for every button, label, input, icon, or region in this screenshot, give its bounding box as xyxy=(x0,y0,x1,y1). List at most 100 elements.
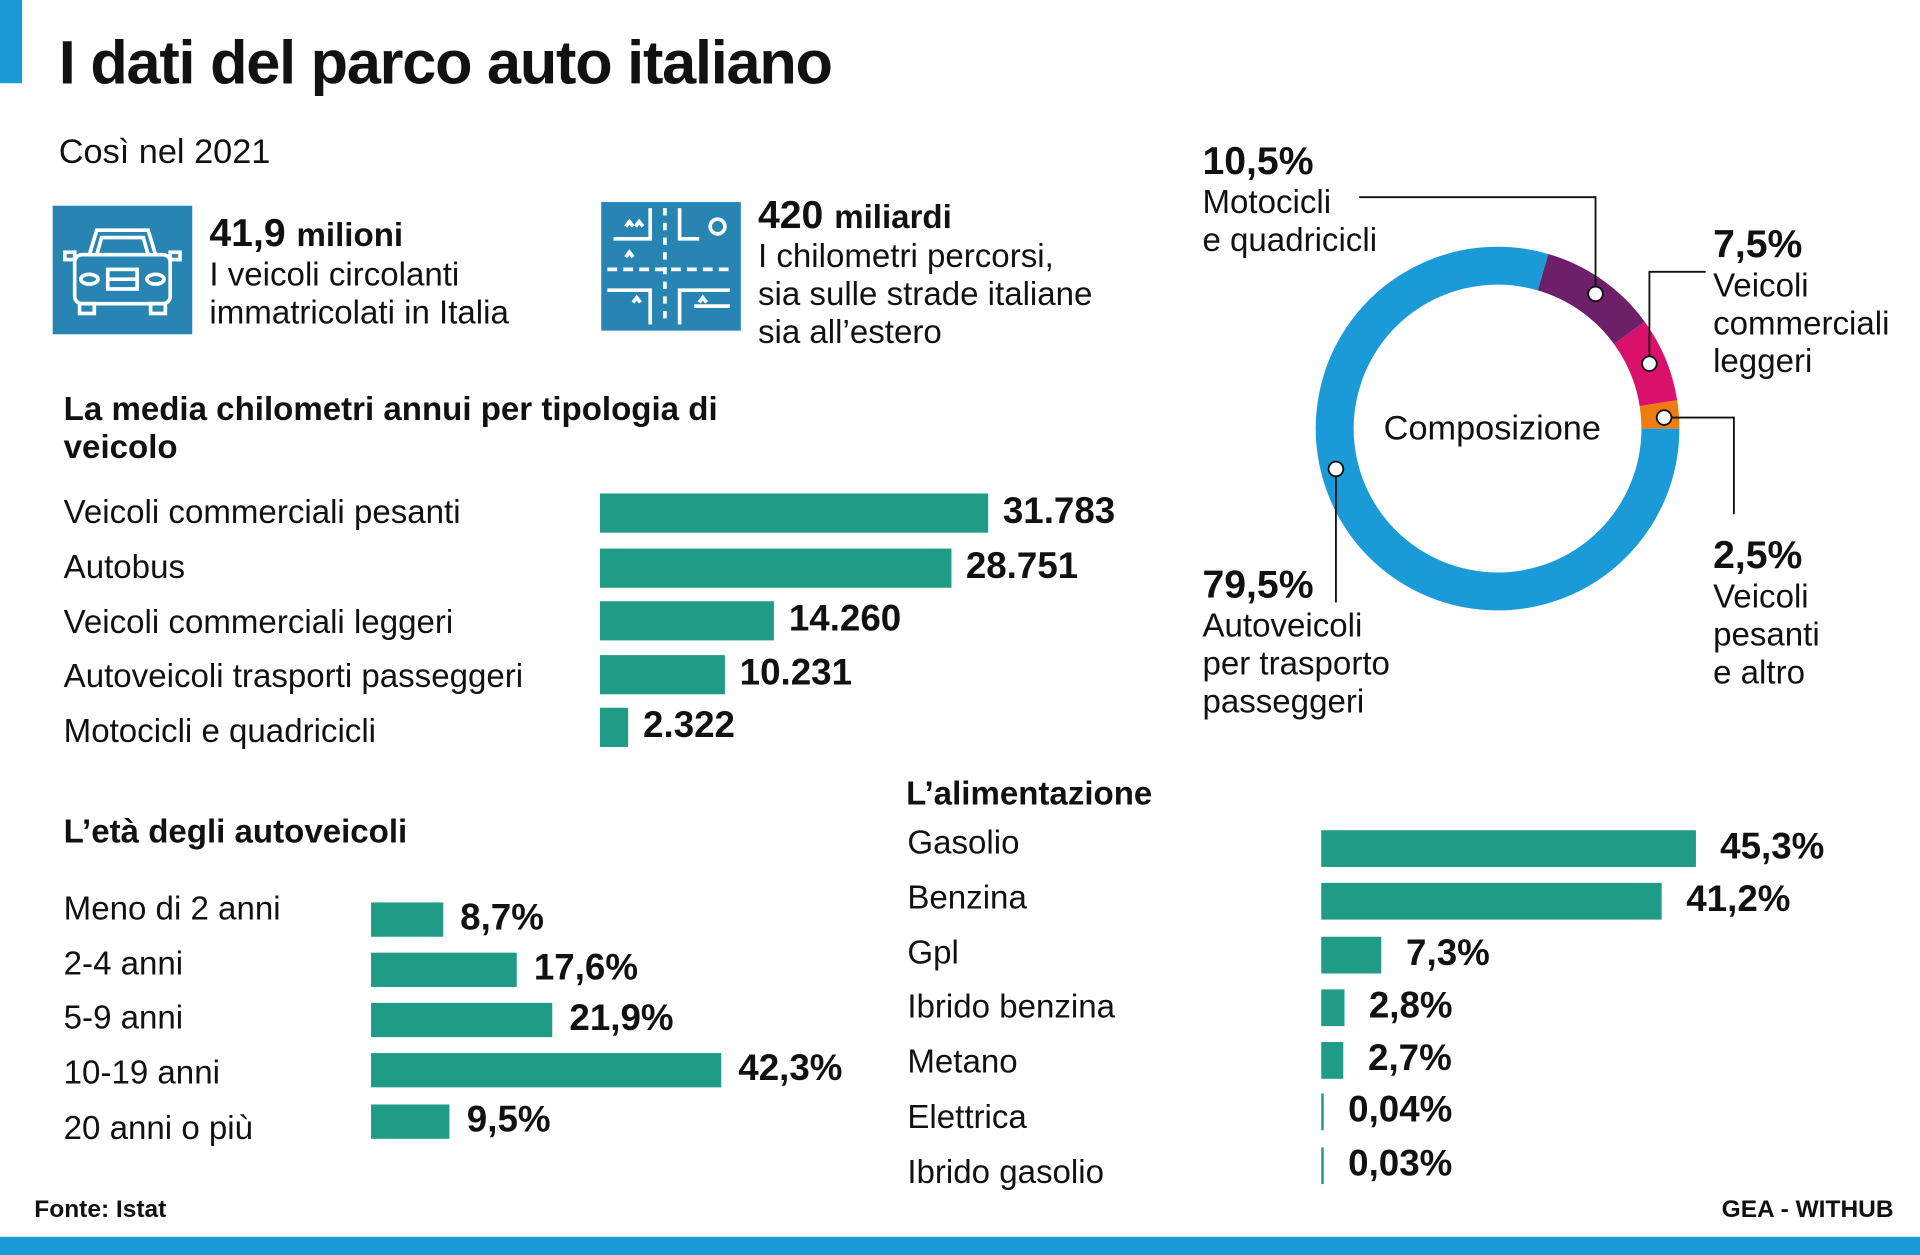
bar-label: Ibrido gasolio xyxy=(907,1153,1105,1191)
bar-value: 7,3% xyxy=(1406,933,1490,974)
bar-label: 10-19 anni xyxy=(63,1054,220,1092)
bar xyxy=(600,655,725,695)
slice-desc: leggeri xyxy=(1713,342,1813,380)
slice-desc: e altro xyxy=(1713,653,1805,691)
bar-label: Autobus xyxy=(63,548,185,586)
bar xyxy=(371,902,444,937)
road-map-icon xyxy=(601,202,741,331)
stat-km: 420 miliardi I chilometri percorsi, sia … xyxy=(758,192,1092,351)
bar xyxy=(1321,1042,1344,1079)
stat-desc: immatricolati in Italia xyxy=(209,293,509,331)
bar xyxy=(371,1104,450,1139)
km-chart-title: La media chilometri annui per tipologia … xyxy=(63,390,718,466)
donut-label-vcl: 7,5% Veicoli commerciali leggeri xyxy=(1713,222,1889,381)
bar xyxy=(600,548,952,588)
accent-bar xyxy=(0,0,23,84)
source: Fonte: Istat xyxy=(34,1196,167,1224)
stat-desc: sia all’estero xyxy=(757,313,942,351)
bar-label: Veicoli commerciali pesanti xyxy=(63,493,461,531)
donut-slice xyxy=(1315,246,1680,611)
bar-label: 20 anni o più xyxy=(63,1109,254,1147)
bar-value: 28.751 xyxy=(965,546,1079,587)
leader-dot xyxy=(1587,285,1604,303)
slice-desc: per trasporto xyxy=(1202,645,1390,683)
slice-desc: commerciali xyxy=(1713,304,1890,342)
footer-bar xyxy=(0,1236,1920,1255)
slice-desc: pesanti xyxy=(1713,615,1820,653)
page-title: I dati del parco auto italiano xyxy=(58,28,833,97)
bar-value: 2.322 xyxy=(643,705,735,746)
bar-value: 45,3% xyxy=(1720,826,1825,867)
donut-label-cars: 79,5% Autoveicoli per trasporto passegge… xyxy=(1202,562,1389,721)
slice-value: 2,5% xyxy=(1713,532,1803,577)
stat-value: 420 xyxy=(757,192,824,237)
donut-label-heavy: 2,5% Veicoli pesanti e altro xyxy=(1713,533,1820,692)
bar-value: 0,04% xyxy=(1348,1089,1453,1131)
slice-desc: Veicoli xyxy=(1713,266,1809,304)
leader-dot xyxy=(1641,355,1658,372)
bar-label: Elettrica xyxy=(907,1098,1027,1136)
credit: GEA - WITHUB xyxy=(1721,1196,1894,1224)
bar-label: Gpl xyxy=(907,934,959,972)
bar-label: 5-9 anni xyxy=(63,999,184,1036)
bar xyxy=(1321,1093,1324,1131)
bar-value: 10.231 xyxy=(739,652,853,694)
stat-vehicles: 41,9 milioni I veicoli circolanti immatr… xyxy=(209,211,508,332)
leader-line xyxy=(1648,270,1706,364)
slice-value: 79,5% xyxy=(1202,562,1314,607)
bar xyxy=(600,493,989,533)
stat-desc: I veicoli circolanti xyxy=(209,255,460,293)
bar-value: 42,3% xyxy=(738,1048,843,1089)
bar-value: 31.783 xyxy=(1002,491,1116,532)
slice-desc: e quadricicli xyxy=(1202,221,1378,259)
slice-desc: Veicoli xyxy=(1713,577,1809,615)
bar xyxy=(600,601,775,641)
slice-desc: Motocicli xyxy=(1202,183,1332,221)
subtitle: Così nel 2021 xyxy=(58,132,271,171)
bar-value: 14.260 xyxy=(788,598,902,640)
bar xyxy=(1321,882,1662,920)
bar-value: 21,9% xyxy=(569,997,674,1039)
bar-label: 2-4 anni xyxy=(63,945,184,983)
bar-value: 0,03% xyxy=(1348,1143,1453,1185)
bar-label: Ibrido benzina xyxy=(907,988,1116,1025)
bar xyxy=(371,1053,722,1088)
bar-label: Veicoli commerciali leggeri xyxy=(63,603,454,641)
car-icon xyxy=(52,205,193,335)
donut-label-moto: 10,5% Motocicli e quadricicli xyxy=(1202,138,1377,259)
bar-label: Motocicli e quadricicli xyxy=(63,712,377,750)
bar-value: 9,5% xyxy=(466,1099,551,1141)
bar-label: Benzina xyxy=(907,879,1027,916)
stat-desc: sia sulle strade italiane xyxy=(757,275,1093,313)
bar-value: 2,8% xyxy=(1368,985,1453,1027)
fuel-chart-title: L’alimentazione xyxy=(906,775,1153,812)
bar-value: 8,7% xyxy=(460,897,544,938)
bar-label: Gasolio xyxy=(907,824,1020,861)
donut-slice xyxy=(1537,253,1645,345)
age-chart-title: L’età degli autoveicoli xyxy=(63,813,408,850)
stat-desc: I chilometri percorsi, xyxy=(757,237,1054,275)
bar xyxy=(1321,830,1696,867)
bar xyxy=(1321,989,1345,1027)
bar xyxy=(371,952,517,987)
stat-value: 41,9 xyxy=(209,210,286,255)
leader-dot xyxy=(1327,460,1345,478)
bar-value: 2,7% xyxy=(1368,1038,1452,1079)
bar-label: Metano xyxy=(907,1043,1018,1081)
donut-center-label: Composizione xyxy=(1383,408,1601,447)
bar xyxy=(1321,936,1382,974)
leader-dot xyxy=(1655,409,1673,426)
bar-value: 41,2% xyxy=(1686,879,1791,920)
slice-value: 10,5% xyxy=(1202,138,1314,183)
bar-label: Autoveicoli trasporti passeggeri xyxy=(63,657,524,695)
bar xyxy=(1321,1147,1324,1185)
bar xyxy=(371,1002,553,1038)
slice-value: 7,5% xyxy=(1713,221,1803,266)
stat-unit: milioni xyxy=(296,216,404,254)
slice-desc: passeggeri xyxy=(1202,683,1365,721)
stat-unit: miliardi xyxy=(834,198,952,236)
leader-line xyxy=(1359,196,1597,294)
bar-label: Meno di 2 anni xyxy=(63,890,281,927)
